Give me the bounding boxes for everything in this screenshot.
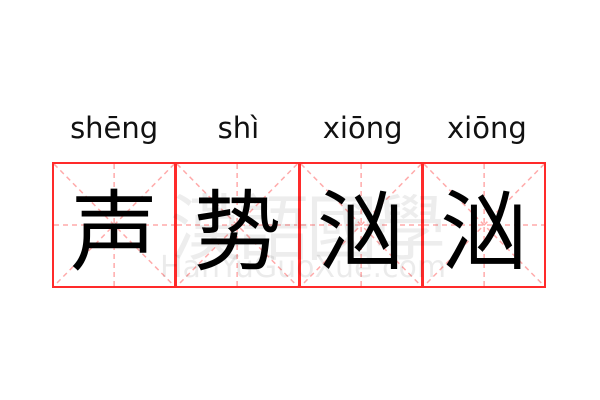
- character: 声: [70, 180, 159, 284]
- character-grid: 声 势 汹 汹: [52, 162, 549, 288]
- pinyin-row: shēng shì xiōng xiōng: [52, 108, 549, 148]
- guide-lines: [177, 164, 297, 286]
- character-cell: 汹: [298, 162, 423, 288]
- guide-line: [54, 164, 174, 286]
- character-cell: 汹: [421, 162, 546, 288]
- character-cell: 势: [175, 162, 300, 288]
- watermark-site: HanYuGuoXue.com: [160, 250, 447, 285]
- guide-lines: [301, 164, 421, 286]
- guide-line: [177, 164, 297, 286]
- character-cell: 声: [52, 162, 177, 288]
- pinyin-3: xiōng: [322, 111, 403, 145]
- guide-line: [424, 164, 544, 286]
- guide-lines: [54, 164, 174, 286]
- character: 汹: [316, 180, 405, 284]
- character: 势: [193, 180, 282, 284]
- guide-lines: [424, 164, 544, 286]
- pinyin-2: shì: [217, 111, 260, 145]
- watermark-logo: 漢語國學: [170, 187, 446, 271]
- character: 汹: [439, 180, 528, 284]
- guide-line: [301, 164, 421, 286]
- pinyin-1: shēng: [70, 111, 159, 145]
- pinyin-4: xiōng: [447, 111, 527, 145]
